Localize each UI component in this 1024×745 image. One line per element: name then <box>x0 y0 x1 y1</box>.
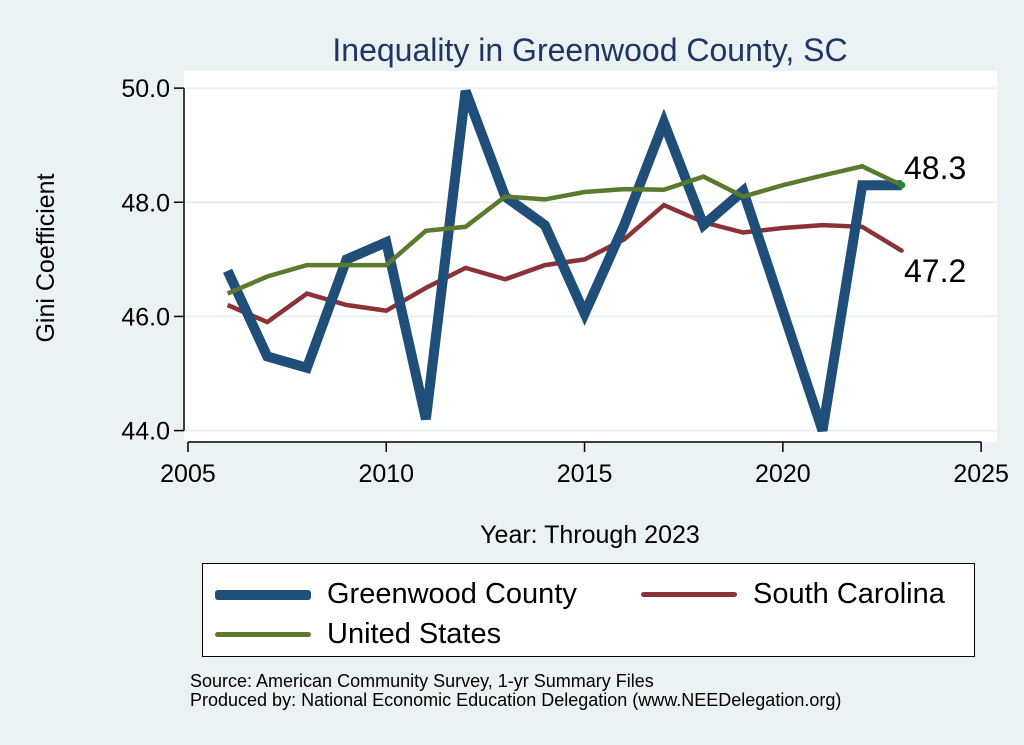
y-tick-label-44.0: 44.0 <box>121 418 170 446</box>
x-tick-label-2005: 2005 <box>160 460 216 488</box>
legend-item-south-carolina: South Carolina <box>641 578 945 611</box>
y-tick-label-50.0: 50.0 <box>121 75 170 103</box>
series-line-united-states <box>226 163 903 296</box>
y-tick-label-48.0: 48.0 <box>121 189 170 217</box>
end-label-sc: 47.2 <box>904 253 966 289</box>
axes: 44.0 46.0 48.0 50.0 2005 2010 2015 2020 2025 <box>121 75 1009 488</box>
produced-by-line: Produced by: National Economic Education… <box>190 690 842 710</box>
source-notes: Source: American Community Survey, 1-yr … <box>190 672 841 710</box>
end-point-united-states <box>898 181 906 189</box>
end-point-south-carolina <box>899 248 904 253</box>
source-line: Source: American Community Survey, 1-yr … <box>190 671 654 691</box>
x-tick-label-2010: 2010 <box>358 460 414 488</box>
x-tick-label-2015: 2015 <box>557 460 613 488</box>
end-label-us: 48.3 <box>904 150 966 186</box>
chart-title: Inequality in Greenwood County, SC <box>332 32 847 68</box>
legend: Greenwood County South Carolina United S… <box>202 563 975 657</box>
legend-item-greenwood: Greenwood County <box>215 578 577 611</box>
y-tick-label-46.0: 46.0 <box>121 303 170 331</box>
legend-item-united-states: United States <box>215 618 501 651</box>
x-tick-label-2020: 2020 <box>755 460 811 488</box>
legend-swatch-south-carolina <box>641 592 737 597</box>
legend-swatch-greenwood <box>215 589 311 600</box>
y-axis-title: Gini Coefficient <box>32 173 60 342</box>
x-axis-title: Year: Through 2023 <box>480 521 700 549</box>
x-tick-label-2025: 2025 <box>953 460 1009 488</box>
legend-label-south-carolina: South Carolina <box>753 578 945 610</box>
series-line-greenwood-county <box>223 89 902 433</box>
legend-label-united-states: United States <box>327 618 502 650</box>
markers <box>898 181 906 253</box>
legend-swatch-united-states <box>215 632 311 637</box>
legend-label-greenwood: Greenwood County <box>327 578 577 610</box>
series-group <box>223 89 903 433</box>
